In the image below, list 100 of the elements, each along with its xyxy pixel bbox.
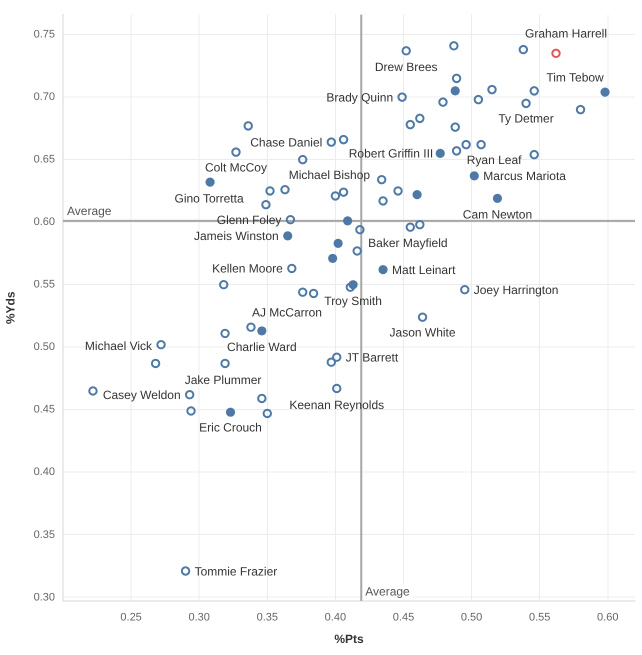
data-label: Brady Quinn xyxy=(326,90,394,104)
point xyxy=(332,352,342,362)
point xyxy=(376,174,386,184)
data-label: Drew Brees xyxy=(374,60,438,74)
point xyxy=(470,171,479,180)
x-tick-label: 0.35 xyxy=(256,612,278,624)
point xyxy=(156,340,166,350)
point xyxy=(393,186,403,196)
point xyxy=(438,97,448,107)
point xyxy=(257,326,266,336)
point xyxy=(487,84,497,94)
point xyxy=(415,114,425,124)
data-label: Troy Smith xyxy=(324,294,382,308)
data-label: Robert Griffin III xyxy=(348,146,434,161)
y-tick-label: 0.70 xyxy=(34,91,55,104)
point xyxy=(220,358,230,368)
data-label: Kellen Moore xyxy=(212,262,284,276)
point xyxy=(460,284,470,294)
point xyxy=(452,146,462,156)
point xyxy=(450,122,460,132)
point xyxy=(338,134,348,144)
point xyxy=(530,150,539,160)
data-label: Matt Leinart xyxy=(392,262,456,277)
point xyxy=(88,386,98,396)
y-axis-title: %Yds xyxy=(4,291,18,324)
y-tick-label: 0.45 xyxy=(34,404,55,416)
data-label: Colt McCoy xyxy=(204,160,267,174)
point xyxy=(436,148,445,158)
data-label: Tommie Frazier xyxy=(194,564,278,578)
data-label: Gino Torretta xyxy=(174,191,244,206)
point xyxy=(346,282,356,292)
point xyxy=(326,137,336,147)
point xyxy=(518,44,528,54)
ref-line-label: Average xyxy=(67,204,112,218)
point xyxy=(334,238,343,248)
point xyxy=(262,408,272,418)
x-tick-label: 0.55 xyxy=(528,612,550,624)
x-tick-label: 0.25 xyxy=(120,612,142,624)
point xyxy=(450,86,460,96)
point xyxy=(474,94,484,104)
point xyxy=(338,187,348,197)
point xyxy=(378,196,388,206)
data-label: Graham Harrell xyxy=(524,26,608,41)
point xyxy=(412,190,422,200)
point xyxy=(461,140,471,150)
data-label: Michael Vick xyxy=(84,338,154,353)
y-tick-label: 0.65 xyxy=(34,154,55,166)
point xyxy=(205,178,215,187)
point xyxy=(576,104,586,114)
x-tick-label: 0.50 xyxy=(460,612,482,624)
point xyxy=(600,88,610,97)
data-label: Michael Bishop xyxy=(288,168,370,182)
point xyxy=(180,566,190,576)
point xyxy=(452,74,462,84)
point xyxy=(308,288,318,298)
point xyxy=(402,46,411,56)
point xyxy=(244,121,253,131)
point xyxy=(492,194,502,203)
data-label: JT Barrett xyxy=(346,350,399,364)
point xyxy=(226,408,236,417)
point xyxy=(257,394,267,404)
point xyxy=(406,120,415,130)
point xyxy=(219,280,228,290)
data-label: Eric Crouch xyxy=(199,420,262,435)
point xyxy=(265,186,275,196)
point xyxy=(378,265,388,274)
x-axis-title: %Pts xyxy=(334,632,364,646)
data-label: Ty Detmer xyxy=(498,112,554,126)
data-label: Baker Mayfield xyxy=(368,236,448,250)
point xyxy=(286,214,296,224)
point xyxy=(298,154,308,164)
point xyxy=(280,184,290,194)
y-tick-label: 0.40 xyxy=(34,466,55,478)
data-label: Charlie Ward xyxy=(227,340,297,354)
data-label: Casey Weldon xyxy=(102,388,181,402)
x-tick-label: 0.40 xyxy=(324,612,346,624)
point xyxy=(186,406,196,416)
point xyxy=(246,322,256,332)
data-label: Keenan Reynolds xyxy=(289,398,384,412)
y-tick-label: 0.35 xyxy=(34,528,55,541)
data-label: Glenn Foley xyxy=(216,212,282,227)
point xyxy=(449,41,459,51)
data-label: Jake Plummer xyxy=(184,372,262,387)
data-label: Jameis Winston xyxy=(194,229,279,244)
x-tick-label: 0.45 xyxy=(392,612,414,624)
point xyxy=(231,147,241,157)
data-label: Joey Harrington xyxy=(474,282,558,297)
point xyxy=(298,287,308,297)
point xyxy=(326,357,336,367)
x-tick-label: 0.30 xyxy=(188,612,210,624)
point xyxy=(530,86,539,96)
point xyxy=(150,358,160,368)
data-label: Jason White xyxy=(390,325,456,340)
y-tick-label: 0.60 xyxy=(34,216,55,228)
point xyxy=(352,246,362,256)
point xyxy=(220,328,230,338)
data-label: Tim Tebow xyxy=(546,70,604,84)
point xyxy=(330,191,340,201)
ref-line-label: Average xyxy=(365,584,410,598)
point xyxy=(343,216,352,226)
